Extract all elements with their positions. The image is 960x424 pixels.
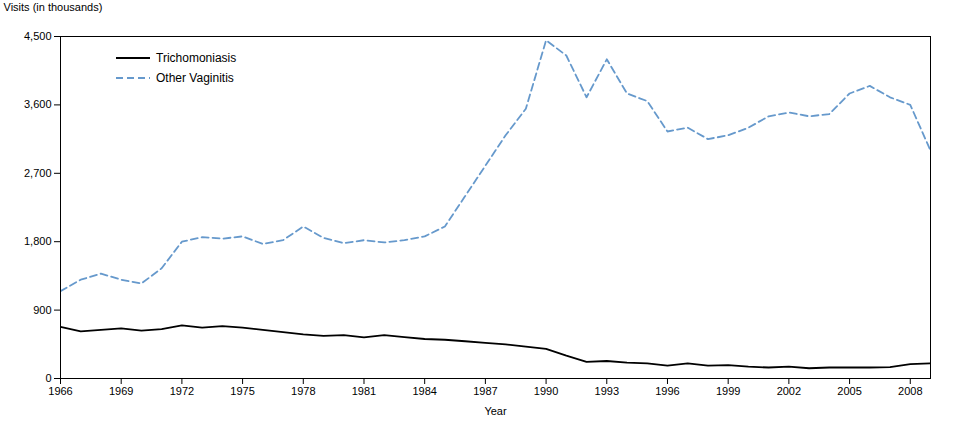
svg-text:1981: 1981 bbox=[352, 385, 376, 397]
svg-text:1987: 1987 bbox=[473, 385, 497, 397]
svg-text:1972: 1972 bbox=[170, 385, 194, 397]
svg-text:Year: Year bbox=[484, 405, 507, 417]
svg-text:2005: 2005 bbox=[837, 385, 861, 397]
svg-text:Visits (in thousands): Visits (in thousands) bbox=[4, 1, 103, 13]
html-text:Other Vaginitis: Other Vaginitis bbox=[156, 71, 234, 85]
svg-text:1969: 1969 bbox=[109, 385, 133, 397]
svg-text:2008: 2008 bbox=[898, 385, 922, 397]
svg-text:900: 900 bbox=[33, 304, 51, 316]
svg-text:2,700: 2,700 bbox=[24, 167, 52, 179]
svg-text:1975: 1975 bbox=[230, 385, 254, 397]
svg-text:1966: 1966 bbox=[48, 385, 72, 397]
svg-text:3,600: 3,600 bbox=[24, 98, 52, 110]
html-text:Trichomoniasis: Trichomoniasis bbox=[156, 51, 237, 65]
svg-text:2002: 2002 bbox=[777, 385, 801, 397]
svg-text:4,500: 4,500 bbox=[24, 30, 52, 42]
svg-text:1990: 1990 bbox=[534, 385, 558, 397]
svg-text:1984: 1984 bbox=[412, 385, 436, 397]
svg-text:1999: 1999 bbox=[716, 385, 740, 397]
svg-text:1978: 1978 bbox=[291, 385, 315, 397]
svg-text:1,800: 1,800 bbox=[24, 235, 52, 247]
svg-text:1996: 1996 bbox=[655, 385, 679, 397]
svg-text:0: 0 bbox=[45, 372, 51, 384]
svg-text:1993: 1993 bbox=[595, 385, 619, 397]
